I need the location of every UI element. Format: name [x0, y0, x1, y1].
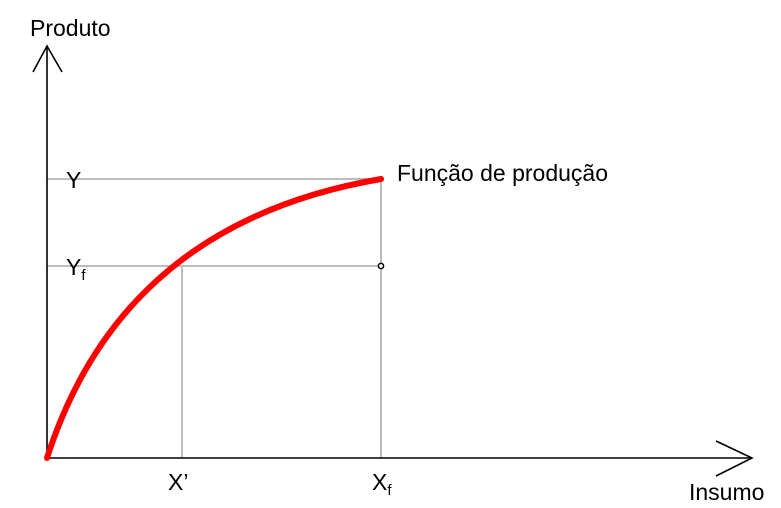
xf-sub: f — [387, 482, 392, 499]
yf-base: Y — [66, 254, 81, 280]
x-prime-label: X’ — [168, 469, 188, 495]
y-axis-arrow — [32, 44, 63, 73]
y-label: Y — [66, 167, 81, 193]
x-axis-label: Insumo — [689, 479, 764, 503]
yf-sub: f — [81, 267, 86, 284]
y-axis-label: Produto — [30, 15, 111, 41]
point-xf-yf — [377, 262, 385, 270]
curve-label: Função de produção — [397, 160, 608, 186]
x-axis-arrow — [715, 440, 754, 477]
yf-label: Yf — [66, 254, 86, 284]
production-curve — [44, 176, 384, 461]
xf-label: Xf — [372, 469, 392, 499]
xf-base: X — [372, 469, 387, 495]
